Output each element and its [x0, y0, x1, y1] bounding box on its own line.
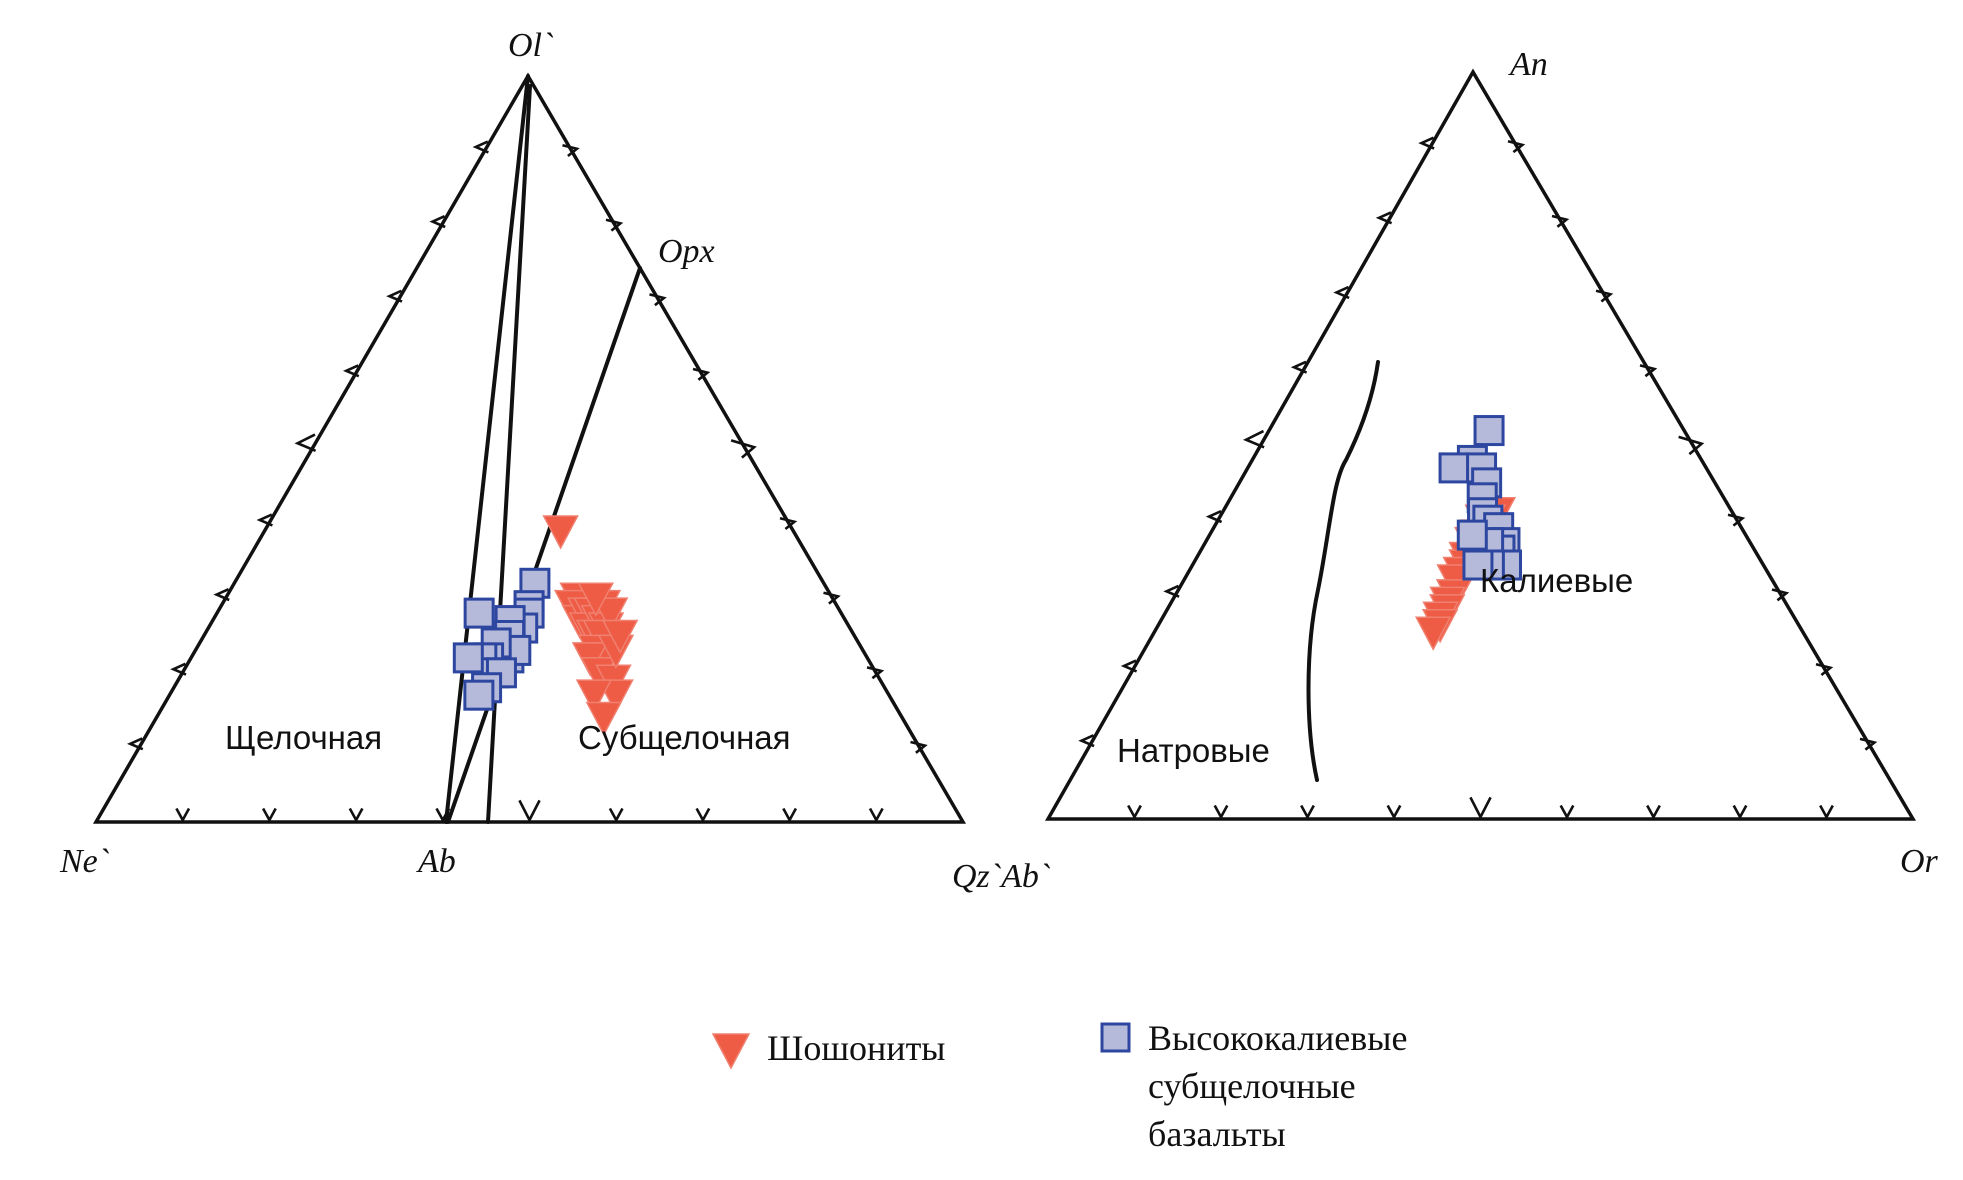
tick-mark	[170, 662, 187, 676]
tick-mark	[1678, 435, 1705, 456]
tick-mark	[1639, 364, 1658, 378]
region-label-alkaline: Щелочная	[225, 719, 382, 756]
basalt-point	[1456, 519, 1488, 551]
tick-mark	[910, 740, 928, 754]
tick-mark	[692, 367, 711, 381]
tick-mark	[1819, 804, 1834, 820]
region-label-sodic: Натровые	[1117, 732, 1270, 769]
tick-mark	[1242, 429, 1265, 449]
tick-mark	[868, 807, 884, 823]
tick-mark	[1375, 211, 1393, 225]
boundary-line-ab-ol	[444, 74, 530, 824]
boundary-line-sodic-potassic	[1306, 360, 1380, 782]
shoshonite-point	[577, 582, 615, 617]
tick-mark	[1120, 659, 1138, 673]
tick-mark	[1290, 360, 1308, 374]
legend: Шошониты Высококалиевые субщелочные база…	[711, 1018, 1407, 1154]
boundary-line-ab-opx	[446, 266, 642, 824]
tick-mark	[1333, 285, 1350, 300]
tick-mark	[779, 516, 798, 531]
tick-mark	[1469, 796, 1492, 820]
tick-mark	[1732, 804, 1748, 820]
tick-mark	[1386, 804, 1402, 820]
tick-mark	[562, 143, 580, 158]
boundary-line-ol-divide	[486, 84, 532, 824]
tick-mark	[608, 807, 624, 823]
right-ternary-diagram: An Or Натровые Калиевые	[1044, 46, 1939, 880]
tick-mark	[472, 140, 489, 154]
shoshonite-point	[601, 619, 639, 655]
legend-basalt-marker	[1100, 1022, 1131, 1053]
left-ticks	[126, 140, 928, 823]
tick-mark	[1646, 804, 1661, 820]
tick-mark	[348, 807, 364, 823]
vertex-label-or: Or	[1900, 843, 1939, 880]
vertex-label-ol: Ol`	[508, 27, 554, 64]
tick-mark	[605, 218, 624, 232]
legend-shoshonite-marker	[711, 1033, 751, 1070]
tick-mark	[1213, 804, 1229, 820]
tick-mark	[782, 807, 798, 823]
tick-mark	[213, 588, 230, 602]
basalt-point	[1462, 549, 1494, 581]
tick-mark	[1859, 737, 1878, 751]
tick-mark	[1507, 140, 1526, 154]
tick-mark	[695, 807, 711, 823]
legend-basalt-label-line1: Высококалиевые	[1148, 1018, 1407, 1058]
tick-mark	[1300, 804, 1315, 820]
tick-mark	[1163, 584, 1180, 598]
region-label-potassic: Калиевые	[1480, 562, 1633, 599]
basalt-point	[463, 597, 495, 629]
legend-shoshonite-label: Шошониты	[767, 1028, 946, 1068]
legend-basalt-label-line3: базальты	[1148, 1114, 1286, 1154]
tick-mark	[649, 293, 667, 307]
edge-label-ab: Ab	[416, 843, 456, 880]
tick-mark	[1727, 513, 1746, 527]
left-data-points	[452, 515, 639, 737]
basalt-point	[463, 679, 495, 711]
vertex-label-ne: Ne`	[59, 843, 110, 880]
basalt-point	[1438, 452, 1470, 484]
tick-mark	[518, 799, 541, 823]
tick-mark	[126, 737, 144, 751]
left-ternary-diagram: Ol` Ne` Qz`Ab` Ab Opx Щелочная Субщелочн…	[59, 27, 1051, 895]
tick-mark	[866, 666, 885, 680]
tick-mark	[175, 807, 191, 823]
left-triangle-frame	[92, 72, 967, 824]
tick-mark	[256, 513, 273, 527]
vertex-label-qzab: Qz`Ab`	[952, 858, 1051, 895]
tick-mark	[386, 289, 403, 303]
tick-mark	[823, 591, 841, 605]
region-label-subalkaline: Субщелочная	[578, 719, 791, 756]
tick-mark	[1551, 214, 1570, 228]
tick-mark	[429, 215, 446, 229]
basalt-point	[1473, 415, 1505, 447]
vertex-label-an: An	[1508, 46, 1548, 83]
right-ticks	[1078, 136, 1878, 820]
tick-mark	[1595, 289, 1614, 303]
tick-mark	[1771, 588, 1790, 602]
legend-basalt-label-line2: субщелочные	[1148, 1066, 1356, 1106]
tick-mark	[1815, 662, 1834, 677]
tick-mark	[1127, 804, 1142, 820]
shoshonite-point	[542, 515, 579, 550]
shoshonite-point	[575, 679, 613, 714]
tick-mark	[1559, 804, 1575, 820]
edge-label-opx: Opx	[658, 233, 715, 270]
tick-mark	[730, 439, 757, 459]
shoshonite-point	[585, 701, 623, 737]
tick-mark	[342, 364, 360, 378]
right-boundary-lines	[1306, 360, 1380, 782]
shoshonite-point	[1414, 616, 1452, 651]
shoshonite-point	[591, 597, 629, 632]
basalt-point	[452, 642, 484, 674]
tick-mark	[1078, 734, 1095, 748]
tick-mark	[294, 433, 317, 452]
tick-mark	[1418, 136, 1435, 150]
tick-mark	[261, 807, 277, 823]
tick-mark	[1205, 510, 1223, 524]
right-data-points	[1414, 415, 1522, 651]
